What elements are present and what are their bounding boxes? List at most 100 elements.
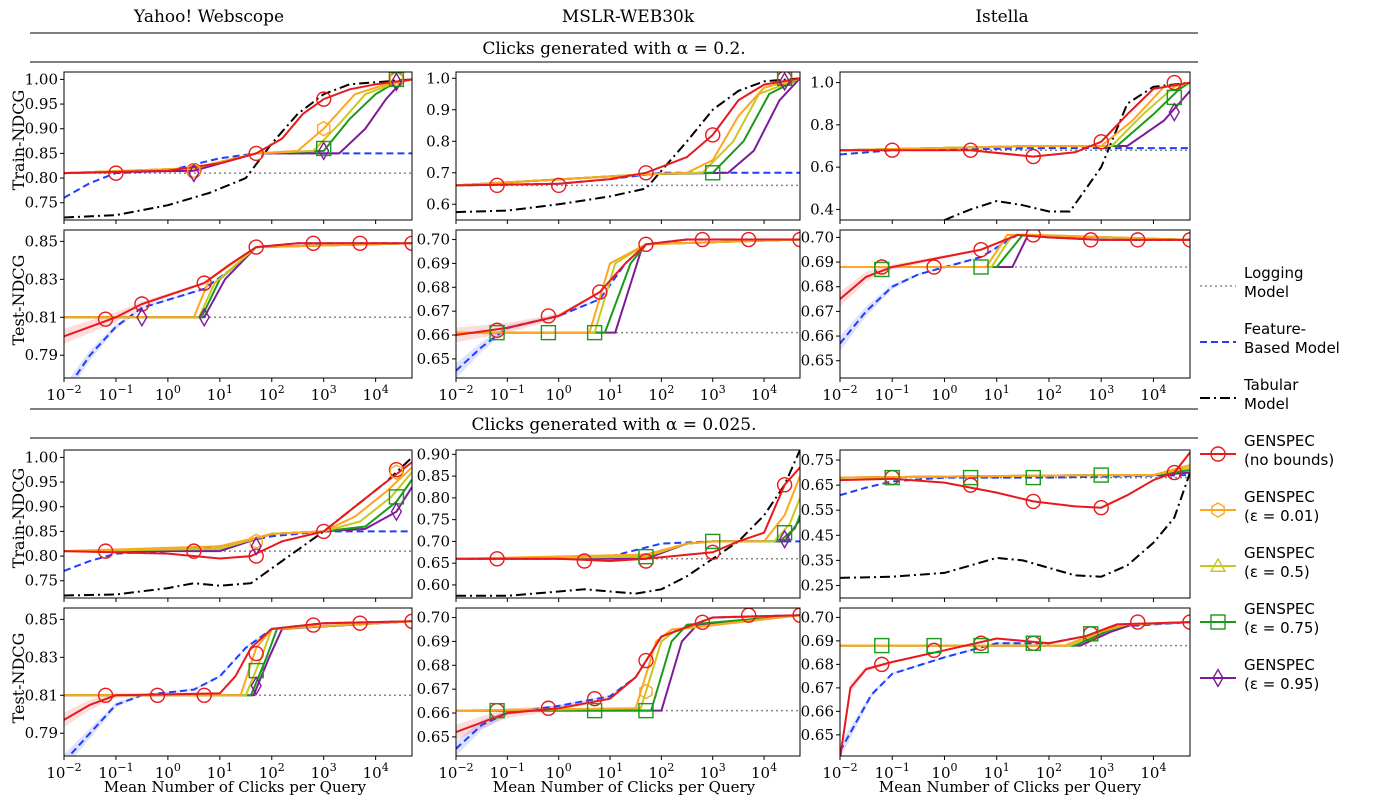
column-title-yahoo: Yahoo! Webscope: [133, 7, 284, 27]
marker-nb: [248, 145, 264, 162]
y-tick-label: 0.6: [810, 158, 834, 176]
y-tick-label: 0.68: [801, 655, 834, 673]
legend-marker-e075: [1210, 614, 1226, 630]
marker-nb: [196, 687, 212, 703]
marker-e075: [705, 533, 721, 550]
marker-nb: [97, 311, 114, 327]
y-tick-label: 0.81: [25, 686, 58, 704]
y-tick-label: 0.66: [801, 327, 834, 345]
series-nb: [456, 466, 800, 563]
legend-item-e001: GENSPEC(ε = 0.01): [1200, 488, 1319, 525]
marker-e001: [249, 533, 263, 550]
marker-nb: [1093, 134, 1109, 150]
series-e05: [456, 614, 800, 712]
y-tick-label: 0.66: [801, 702, 834, 720]
x-tick-label: 10−2: [438, 761, 473, 782]
y-tick-label: 1.0: [810, 74, 834, 92]
series-e075: [64, 620, 412, 697]
xlabel-col3: Mean Number of Clicks per Query: [879, 778, 1142, 796]
x-tick-label: 104: [751, 383, 777, 404]
y-tick-label: 0.68: [417, 278, 450, 296]
series-tab: [840, 472, 1190, 579]
marker-e001: [187, 162, 201, 179]
panel-plot-area: [64, 235, 412, 378]
y-tick-label: 0.70: [417, 532, 450, 550]
marker-e001: [316, 120, 331, 137]
legend-marker-nb: [1210, 446, 1226, 462]
marker-nb: [352, 615, 368, 631]
marker-e075: [638, 702, 654, 719]
marker-nb: [586, 691, 603, 707]
y-tick-label: 0.8: [426, 132, 450, 150]
y-tick-label: 0.80: [25, 169, 58, 187]
legend-item-e095: GENSPEC(ε = 0.95): [1200, 656, 1319, 693]
series-e001: [456, 475, 800, 560]
marker-e075: [1093, 467, 1109, 483]
y-tick-label: 0.70: [801, 228, 834, 246]
marker-nb: [1083, 232, 1099, 248]
marker-nb: [1166, 464, 1183, 481]
y-tick-label: 0.90: [417, 445, 450, 463]
marker-e075: [1083, 626, 1099, 642]
panel-frame: [839, 607, 1191, 757]
x-tick-label: 103: [700, 383, 726, 404]
legend-label: GENSPEC: [1244, 600, 1315, 618]
panel-frame: [455, 229, 801, 379]
marker-e095: [390, 72, 403, 92]
panel-8: 0.75 0.65 0.55 0.45 0.35 0.25: [801, 449, 1191, 602]
row-label-train-1: Train-NDCG: [9, 90, 28, 191]
series-feat: [840, 474, 1190, 497]
series-nb: [64, 242, 412, 338]
y-tick-label: 0.65: [417, 350, 450, 368]
legend-label: GENSPEC: [1244, 544, 1315, 562]
marker-nb: [149, 687, 166, 703]
marker-nb: [694, 231, 711, 248]
marker-e075: [586, 324, 603, 341]
marker-e075: [776, 525, 793, 541]
marker-e095: [390, 501, 403, 522]
marker-nb: [108, 165, 124, 181]
marker-nb: [305, 617, 322, 633]
marker-e075: [316, 140, 332, 157]
series-nb: [64, 78, 412, 175]
panel-frame: [455, 449, 801, 599]
x-tick-label: 10−2: [438, 383, 473, 404]
marker-e095: [778, 72, 791, 92]
x-tick-label: 100: [546, 383, 572, 404]
y-tick-label: 0.65: [417, 728, 450, 746]
series-e095: [456, 519, 800, 560]
x-tick-label: 101: [984, 383, 1010, 404]
panel-plot-area: [64, 72, 412, 219]
y-tick-label: 0.65: [801, 476, 834, 494]
legend-item-e075: GENSPEC(ε = 0.75): [1200, 600, 1319, 637]
y-tick-label: 0.65: [801, 726, 834, 744]
series-feat: [64, 152, 412, 199]
panel-4: 0.70 0.69 0.68 0.67 0.66 0.65 10−2 10−1 100 101 10…: [417, 229, 801, 404]
legend-marker-e001: [1211, 502, 1225, 518]
series-nb: [64, 461, 412, 560]
panel-plot-area: [456, 231, 800, 378]
series-e001: [456, 77, 800, 187]
marker-e095: [136, 307, 148, 328]
marker-e075: [884, 469, 900, 486]
marker-nb: [638, 165, 654, 181]
x-tick-label: 103: [1088, 383, 1114, 404]
y-tick-label: 0.67: [801, 679, 834, 697]
y-tick-label: 0.90: [25, 498, 58, 516]
y-tick-label: 0.45: [801, 526, 834, 544]
y-tick-label: 0.95: [25, 95, 58, 113]
y-tick-label: 0.69: [801, 253, 834, 271]
series-e05: [64, 620, 412, 697]
y-tick-label: 1.00: [25, 70, 58, 88]
marker-e075: [874, 261, 890, 278]
series-e05: [64, 242, 412, 319]
series-e001: [64, 466, 412, 553]
panel-1: 1.0 0.9 0.8 0.7 0.6: [426, 69, 801, 224]
y-tick-label: 0.65: [417, 554, 450, 572]
column-title-mslr: MSLR-WEB30k: [562, 7, 695, 27]
marker-nb: [196, 275, 212, 291]
marker-nb: [1025, 230, 1041, 243]
marker-nb: [776, 477, 793, 493]
